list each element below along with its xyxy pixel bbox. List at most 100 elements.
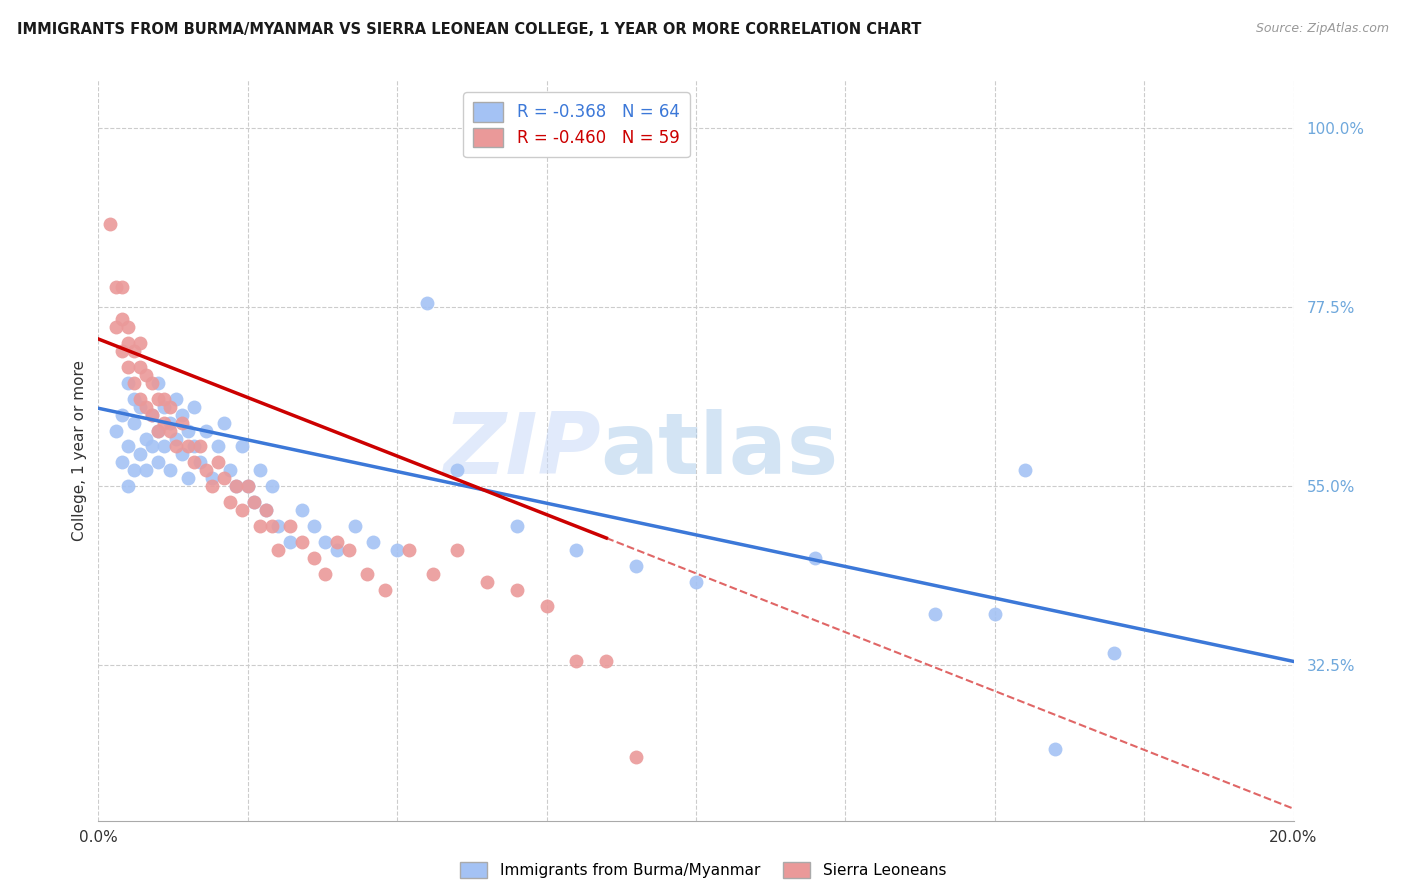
Point	[117, 440, 139, 454]
Point	[148, 455, 170, 469]
Point	[111, 408, 134, 422]
Point	[129, 336, 152, 351]
Point	[356, 566, 378, 581]
Point	[267, 543, 290, 558]
Point	[159, 424, 181, 438]
Point	[291, 535, 314, 549]
Point	[159, 463, 181, 477]
Point	[339, 543, 361, 558]
Point	[124, 376, 146, 390]
Point	[219, 495, 242, 509]
Point	[506, 582, 529, 597]
Point	[291, 503, 314, 517]
Point	[177, 424, 200, 438]
Point	[344, 519, 367, 533]
Point	[804, 550, 827, 565]
Point	[506, 519, 529, 533]
Point	[278, 519, 301, 533]
Point	[385, 543, 409, 558]
Point	[124, 392, 146, 406]
Point	[207, 455, 229, 469]
Point	[195, 424, 218, 438]
Point	[924, 607, 946, 621]
Point	[111, 455, 134, 469]
Point	[1014, 463, 1036, 477]
Point	[326, 543, 349, 558]
Point	[148, 392, 170, 406]
Point	[422, 566, 444, 581]
Point	[212, 471, 235, 485]
Point	[302, 519, 325, 533]
Point	[105, 280, 128, 294]
Point	[302, 550, 325, 565]
Point	[172, 416, 194, 430]
Point	[129, 392, 152, 406]
Point	[249, 519, 271, 533]
Point	[326, 535, 349, 549]
Point	[183, 400, 205, 414]
Point	[177, 471, 200, 485]
Point	[117, 376, 139, 390]
Point	[124, 416, 146, 430]
Point	[626, 750, 648, 764]
Point	[153, 416, 176, 430]
Point	[231, 440, 253, 454]
Point	[398, 543, 420, 558]
Point	[475, 574, 498, 589]
Point	[148, 424, 170, 438]
Point	[315, 566, 337, 581]
Text: IMMIGRANTS FROM BURMA/MYANMAR VS SIERRA LEONEAN COLLEGE, 1 YEAR OR MORE CORRELAT: IMMIGRANTS FROM BURMA/MYANMAR VS SIERRA …	[17, 22, 921, 37]
Point	[254, 503, 277, 517]
Point	[1104, 647, 1126, 661]
Point	[446, 463, 468, 477]
Point	[172, 408, 194, 422]
Point	[159, 400, 181, 414]
Point	[243, 495, 266, 509]
Point	[201, 471, 224, 485]
Point	[105, 424, 128, 438]
Point	[117, 479, 139, 493]
Point	[141, 440, 163, 454]
Point	[165, 432, 187, 446]
Point	[685, 574, 707, 589]
Point	[117, 336, 139, 351]
Point	[111, 280, 134, 294]
Point	[141, 376, 163, 390]
Point	[278, 535, 301, 549]
Point	[446, 543, 468, 558]
Point	[148, 424, 170, 438]
Point	[135, 432, 157, 446]
Point	[183, 455, 205, 469]
Point	[153, 440, 176, 454]
Point	[135, 400, 157, 414]
Point	[141, 408, 163, 422]
Point	[124, 343, 146, 358]
Point	[536, 599, 558, 613]
Point	[188, 440, 211, 454]
Point	[159, 416, 181, 430]
Point	[267, 519, 290, 533]
Point	[129, 400, 152, 414]
Point	[201, 479, 224, 493]
Point	[117, 320, 139, 334]
Point	[135, 463, 157, 477]
Point	[225, 479, 247, 493]
Point	[260, 479, 283, 493]
Point	[165, 392, 187, 406]
Point	[141, 408, 163, 422]
Point	[225, 479, 247, 493]
Point	[105, 320, 128, 334]
Point	[416, 296, 439, 310]
Point	[626, 558, 648, 573]
Point	[98, 217, 122, 231]
Point	[315, 535, 337, 549]
Point	[374, 582, 396, 597]
Point	[153, 400, 176, 414]
Point	[153, 392, 176, 406]
Point	[565, 543, 588, 558]
Point	[231, 503, 253, 517]
Point	[219, 463, 242, 477]
Point	[172, 447, 194, 461]
Point	[236, 479, 259, 493]
Point	[177, 440, 200, 454]
